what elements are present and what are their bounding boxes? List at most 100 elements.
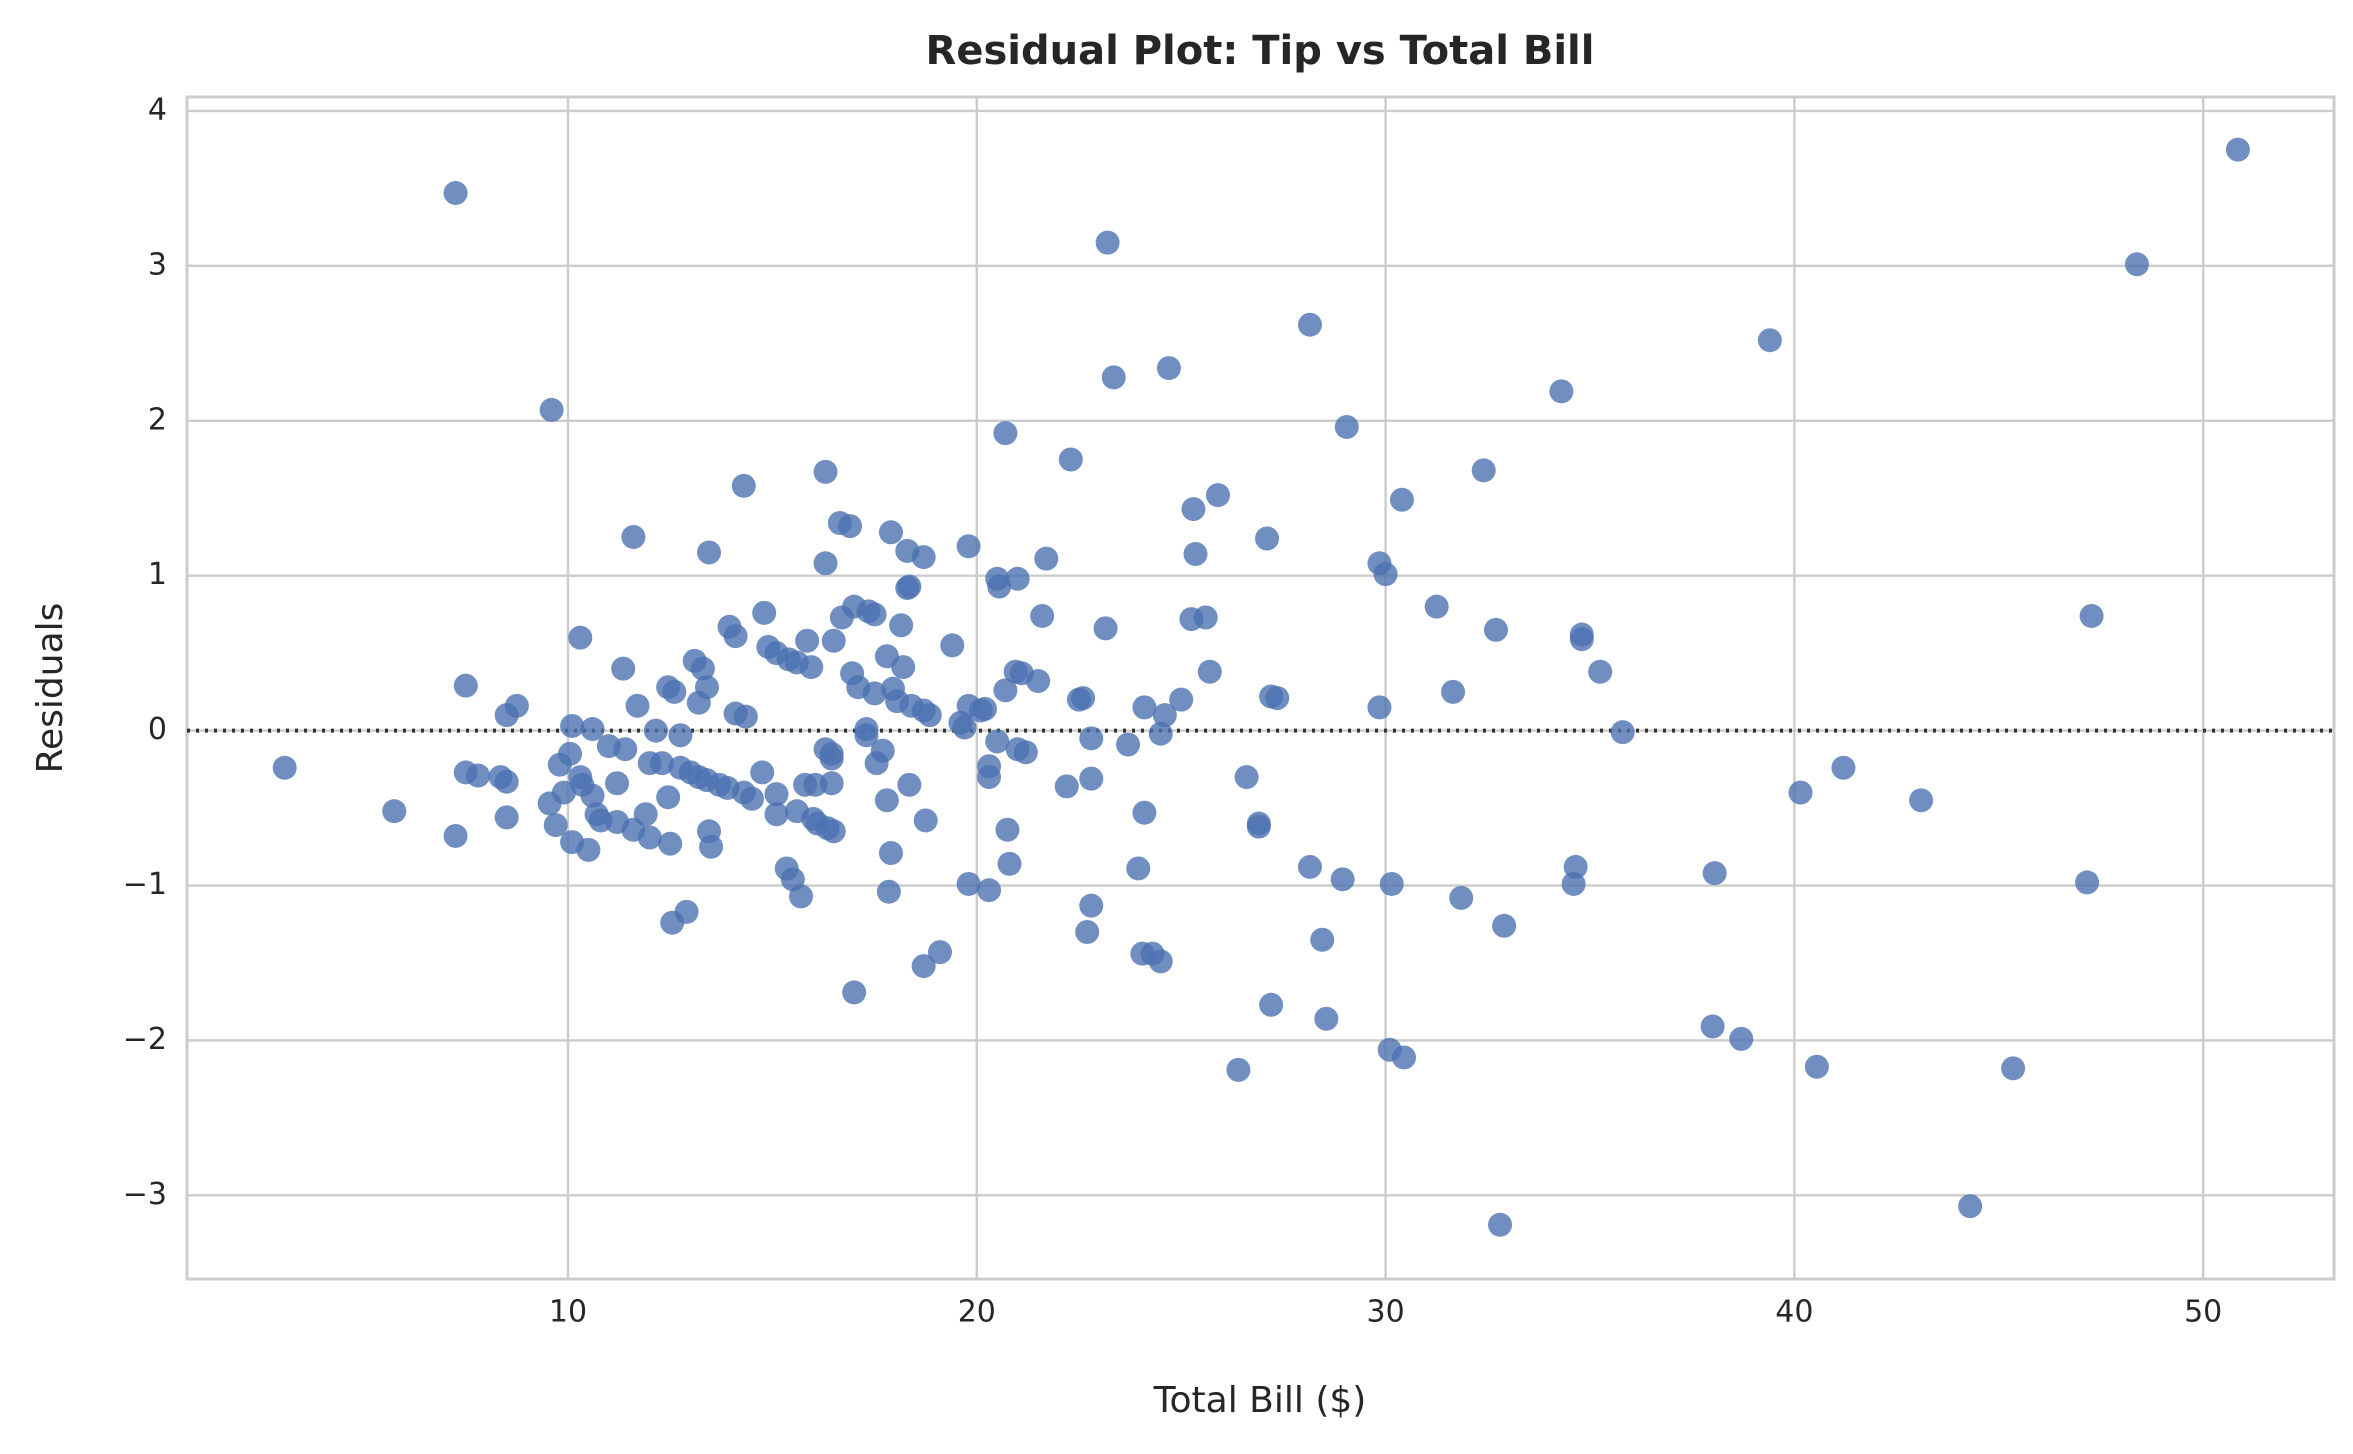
point (750, 760, 775, 785)
point (1334, 414, 1359, 439)
point (913, 808, 938, 833)
point (878, 840, 903, 865)
point (1310, 927, 1335, 952)
point (690, 656, 715, 681)
point (1389, 487, 1414, 512)
point (1054, 774, 1079, 799)
point (956, 871, 981, 896)
point (382, 799, 407, 824)
point (972, 696, 997, 721)
point (1183, 541, 1208, 566)
point (1909, 788, 1934, 813)
point (1424, 594, 1449, 619)
point (993, 421, 1018, 446)
point (752, 600, 777, 625)
point (1255, 526, 1280, 551)
point (625, 693, 650, 718)
point (1026, 669, 1051, 694)
point (1700, 1014, 1725, 1039)
point (558, 741, 583, 766)
point (1234, 765, 1259, 790)
point (987, 574, 1012, 599)
point (1488, 1212, 1513, 1237)
point (1005, 566, 1030, 591)
point (1265, 686, 1290, 711)
x-tick-label: 30 (1366, 1295, 1404, 1330)
point (1367, 695, 1392, 720)
point (2079, 603, 2104, 628)
point (613, 737, 638, 762)
point (1610, 720, 1635, 745)
point (911, 954, 936, 979)
point (2124, 252, 2149, 277)
point (723, 624, 748, 649)
point (466, 763, 491, 788)
point (1116, 732, 1141, 757)
point (1569, 627, 1594, 652)
point (956, 534, 981, 559)
point (813, 551, 838, 576)
point (897, 772, 922, 797)
point (1563, 854, 1588, 879)
point (650, 751, 675, 776)
point (494, 805, 519, 830)
point (874, 788, 899, 813)
point (1148, 721, 1173, 746)
x-axis-label: Total Bill ($) (1153, 1380, 1367, 1421)
point (1804, 1054, 1829, 1079)
point (494, 769, 519, 794)
y-tick-label: −2 (123, 1022, 167, 1057)
chart-title: Residual Plot: Tip vs Total Bill (926, 28, 1595, 74)
point (1095, 230, 1120, 255)
point (551, 780, 576, 805)
point (611, 656, 636, 681)
point (605, 771, 630, 796)
y-tick-label: 1 (148, 557, 167, 592)
point (1075, 919, 1100, 944)
point (795, 628, 820, 653)
point (1471, 458, 1496, 483)
point (2001, 1056, 2026, 1081)
point (272, 755, 297, 780)
point (764, 802, 789, 827)
point (694, 675, 719, 700)
point (854, 723, 879, 748)
point (2075, 870, 2100, 895)
point (697, 540, 722, 565)
point (1132, 695, 1157, 720)
point (1246, 814, 1271, 839)
point (1079, 893, 1104, 918)
point (993, 678, 1018, 703)
point (917, 703, 942, 728)
point (889, 613, 914, 638)
point (1205, 483, 1230, 508)
point (897, 574, 922, 599)
point (1126, 856, 1151, 881)
point (621, 524, 646, 549)
point (443, 181, 468, 206)
point (504, 693, 529, 718)
point (1549, 379, 1574, 404)
point (560, 713, 585, 738)
point (985, 729, 1010, 754)
point (821, 628, 846, 653)
point (870, 738, 895, 763)
point (1483, 617, 1508, 642)
point (1958, 1194, 1983, 1219)
point (1297, 312, 1322, 337)
point (1314, 1006, 1339, 1031)
point (643, 718, 668, 743)
point (862, 681, 887, 706)
point (789, 884, 814, 909)
x-tick-label: 20 (958, 1295, 996, 1330)
point (1391, 1045, 1416, 1070)
point (997, 851, 1022, 876)
point (764, 782, 789, 807)
point (568, 625, 593, 650)
point (819, 746, 844, 771)
point (878, 520, 903, 545)
point (1449, 885, 1474, 910)
point (1373, 562, 1398, 587)
